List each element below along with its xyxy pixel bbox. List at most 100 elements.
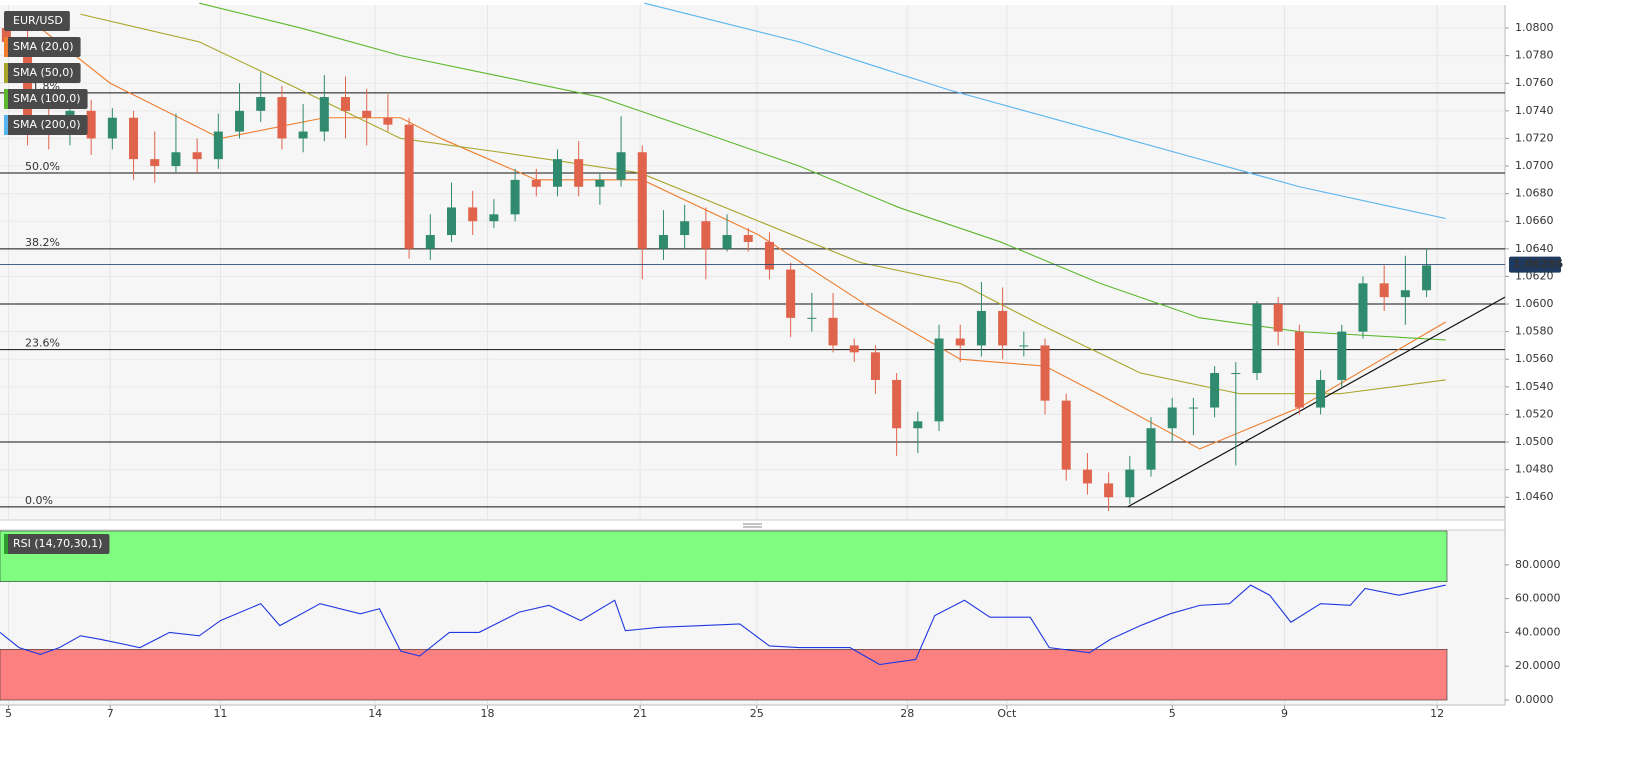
legend-bg bbox=[4, 534, 110, 554]
y-tick-label: 1.0620 bbox=[1515, 269, 1554, 282]
candle-body bbox=[701, 221, 711, 249]
fib-label: 38.2% bbox=[25, 236, 60, 249]
candle-body bbox=[1273, 304, 1283, 332]
y-tick-label: 1.0560 bbox=[1515, 352, 1554, 365]
x-tick-label: Oct bbox=[997, 707, 1017, 720]
candle-body bbox=[1316, 379, 1326, 408]
candle-body bbox=[150, 159, 160, 167]
candle-body bbox=[913, 421, 923, 429]
y-tick-label: 1.0500 bbox=[1515, 435, 1554, 448]
sma-line bbox=[644, 2, 1446, 220]
candle-body bbox=[680, 221, 690, 236]
candle-body bbox=[786, 269, 796, 318]
x-tick-label: 9 bbox=[1281, 707, 1288, 720]
candle-body bbox=[404, 124, 414, 249]
candle-body bbox=[1125, 469, 1135, 498]
y-tick-label: 0.0000 bbox=[1515, 693, 1554, 706]
legend-item[interactable]: SMA (20,0) bbox=[4, 37, 81, 57]
legend-bg bbox=[4, 37, 81, 57]
y-tick-label: 1.0640 bbox=[1515, 242, 1554, 255]
candle-body bbox=[595, 179, 605, 187]
candle-body bbox=[362, 110, 372, 118]
candle-body bbox=[976, 310, 986, 346]
candle-body bbox=[383, 117, 393, 125]
candle-body bbox=[1358, 283, 1368, 332]
y-tick-label: 80.0000 bbox=[1515, 558, 1561, 571]
candle-body bbox=[722, 235, 732, 249]
y-tick-label: 1.0720 bbox=[1515, 131, 1554, 144]
candle-body bbox=[1061, 400, 1071, 470]
y-tick-label: 60.0000 bbox=[1515, 592, 1561, 605]
rsi-zone bbox=[0, 648, 1448, 701]
candle-body bbox=[1422, 265, 1432, 291]
y-tick-label: 1.0660 bbox=[1515, 214, 1554, 227]
candle-body bbox=[1294, 331, 1304, 408]
y-tick-label: 1.0480 bbox=[1515, 463, 1554, 476]
candle-body bbox=[425, 235, 435, 249]
y-tick-label: 1.0540 bbox=[1515, 380, 1554, 393]
candle-body bbox=[1188, 407, 1198, 409]
fib-label: 0.0% bbox=[25, 494, 53, 507]
candle-body bbox=[552, 159, 562, 187]
legend-item[interactable]: EUR/USD bbox=[4, 11, 70, 31]
y-tick-label: 20.0000 bbox=[1515, 659, 1561, 672]
y-tick-label: 1.0800 bbox=[1515, 21, 1554, 34]
candle-body bbox=[1082, 469, 1092, 484]
candle-body bbox=[1231, 373, 1241, 375]
candle-body bbox=[637, 152, 647, 249]
sma-line bbox=[39, 27, 1446, 450]
candle-body bbox=[1167, 407, 1177, 429]
candle-body bbox=[1337, 331, 1347, 380]
candle-body bbox=[171, 152, 181, 167]
legend-swatch bbox=[4, 63, 8, 83]
legend-bg bbox=[4, 11, 70, 31]
x-tick-label: 21 bbox=[633, 707, 647, 720]
candle-body bbox=[129, 117, 139, 160]
candle-body bbox=[1, 28, 11, 42]
legend-item[interactable]: SMA (100,0) bbox=[4, 89, 88, 109]
legend-item[interactable]: SMA (50,0) bbox=[4, 63, 81, 83]
candle-body bbox=[658, 235, 668, 249]
x-tick-label: 25 bbox=[750, 707, 764, 720]
candle-body bbox=[1019, 345, 1029, 347]
rsi-zone bbox=[0, 530, 1448, 583]
candle-body bbox=[1210, 373, 1220, 408]
candle-body bbox=[574, 159, 584, 187]
candle-body bbox=[1379, 283, 1389, 298]
candle-body bbox=[828, 317, 838, 346]
sma-line bbox=[80, 13, 1446, 395]
price-plot-bg bbox=[0, 5, 1505, 520]
candle-body bbox=[1146, 428, 1156, 470]
y-tick-label: 1.0680 bbox=[1515, 187, 1554, 200]
candle-body bbox=[256, 97, 266, 111]
panel-grip[interactable] bbox=[743, 523, 762, 528]
candle-body bbox=[86, 110, 96, 139]
x-tick-label: 28 bbox=[900, 707, 914, 720]
y-tick-label: 1.0580 bbox=[1515, 325, 1554, 338]
legend-label: SMA (200,0) bbox=[13, 118, 81, 131]
candle-body bbox=[277, 97, 287, 139]
legend-label: SMA (20,0) bbox=[13, 40, 74, 53]
candle-body bbox=[616, 152, 626, 180]
candle-body bbox=[1040, 345, 1050, 401]
last-price-label: 1.06286 bbox=[1513, 258, 1563, 271]
candle-body bbox=[531, 179, 541, 187]
legend-bg bbox=[4, 63, 81, 83]
candle-body bbox=[468, 207, 478, 222]
candle-body bbox=[849, 345, 859, 353]
y-tick-label: 1.0600 bbox=[1515, 297, 1554, 310]
y-tick-label: 1.0520 bbox=[1515, 407, 1554, 420]
candle-body bbox=[489, 214, 499, 222]
legend-bg bbox=[4, 115, 88, 135]
x-tick-label: 11 bbox=[213, 707, 227, 720]
rsi-line bbox=[0, 584, 1446, 666]
x-tick-label: 18 bbox=[481, 707, 495, 720]
legend-item[interactable]: SMA (200,0) bbox=[4, 115, 88, 135]
legend-label: EUR/USD bbox=[13, 14, 63, 27]
sma-line bbox=[199, 2, 1446, 341]
candle-body bbox=[807, 317, 817, 319]
legend-item[interactable]: RSI (14,70,30,1) bbox=[4, 534, 110, 554]
x-tick-label: 12 bbox=[1430, 707, 1444, 720]
candle-body bbox=[1252, 304, 1262, 374]
